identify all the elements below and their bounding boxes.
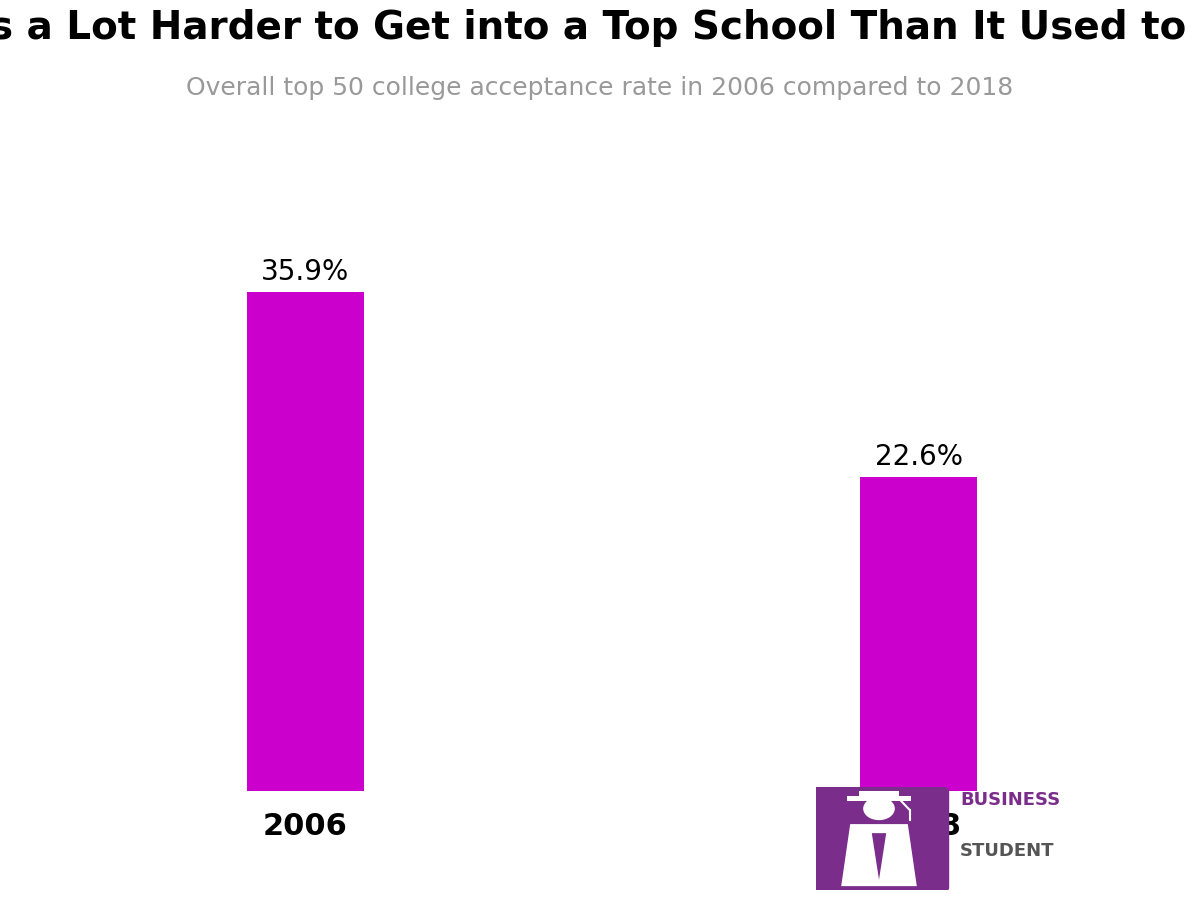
FancyBboxPatch shape xyxy=(809,787,949,893)
Circle shape xyxy=(864,797,894,820)
Text: It's a Lot Harder to Get into a Top School Than It Used to Be: It's a Lot Harder to Get into a Top Scho… xyxy=(0,9,1200,47)
Text: Overall top 50 college acceptance rate in 2006 compared to 2018: Overall top 50 college acceptance rate i… xyxy=(186,76,1014,101)
Bar xyxy=(860,476,977,791)
Text: 22.6%: 22.6% xyxy=(875,443,962,471)
Bar xyxy=(859,790,899,797)
Polygon shape xyxy=(872,833,886,879)
Text: STUDENT: STUDENT xyxy=(960,842,1055,860)
Text: 35.9%: 35.9% xyxy=(262,258,349,286)
Bar xyxy=(847,797,912,801)
Text: BUSINESS: BUSINESS xyxy=(960,790,1061,808)
Bar xyxy=(247,291,364,791)
Polygon shape xyxy=(841,824,917,886)
